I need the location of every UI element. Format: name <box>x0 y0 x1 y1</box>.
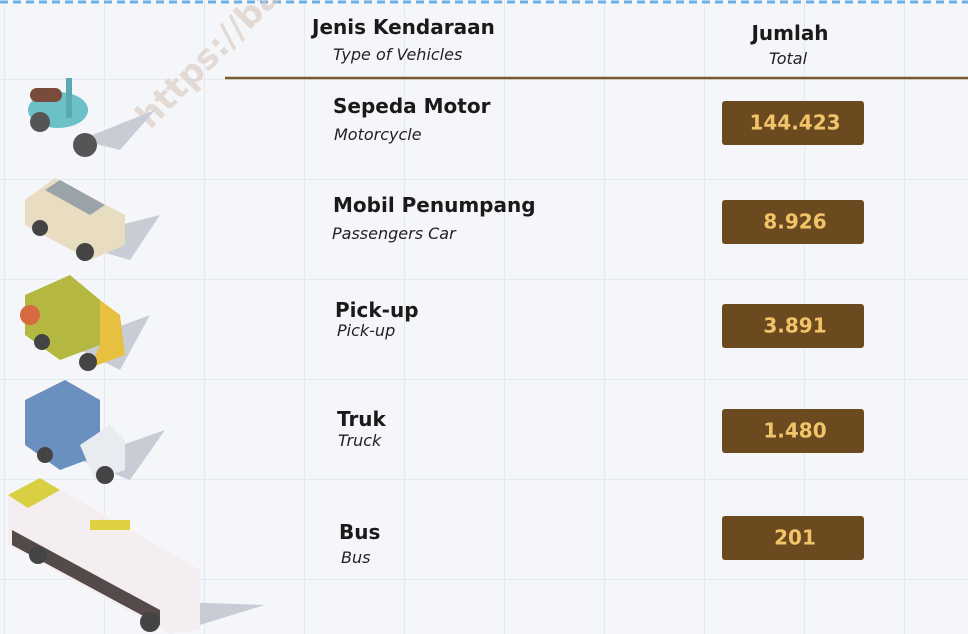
pickup-icon <box>20 275 150 371</box>
motorcycle-icon <box>28 78 155 157</box>
vehicle-name-en: Passengers Car <box>332 224 457 243</box>
total-box <box>722 304 864 348</box>
truck-icon <box>25 380 165 484</box>
total-box <box>722 200 864 244</box>
total-value: 201 <box>774 526 816 550</box>
vehicle-name: Mobil Penumpang <box>333 193 536 217</box>
vehicle-name-en: Motorcycle <box>334 125 422 144</box>
total-value: 8.926 <box>763 210 826 234</box>
vehicle-name-en: Pick-up <box>337 321 395 340</box>
vehicle-name-en: Truck <box>338 431 382 450</box>
total-box <box>722 101 864 145</box>
header-title: Jenis Kendaraan <box>310 15 495 39</box>
vehicle-name: Sepeda Motor <box>333 94 491 118</box>
bus-icon <box>8 478 265 634</box>
total-box <box>722 516 864 560</box>
vehicle-name: Truk <box>337 407 387 431</box>
vehicle-name-en: Bus <box>341 548 370 567</box>
header-subtitle: Total <box>769 49 808 68</box>
header-subtitle: Type of Vehicles <box>333 45 462 64</box>
total-box <box>722 409 864 453</box>
total-value: 3.891 <box>763 314 826 338</box>
vehicle-name: Bus <box>339 520 380 544</box>
total-value: 1.480 <box>763 419 826 443</box>
header-title: Jumlah <box>749 21 828 45</box>
total-value: 144.423 <box>749 111 840 135</box>
car-icon <box>25 178 160 261</box>
vehicle-name: Pick-up <box>335 298 419 322</box>
